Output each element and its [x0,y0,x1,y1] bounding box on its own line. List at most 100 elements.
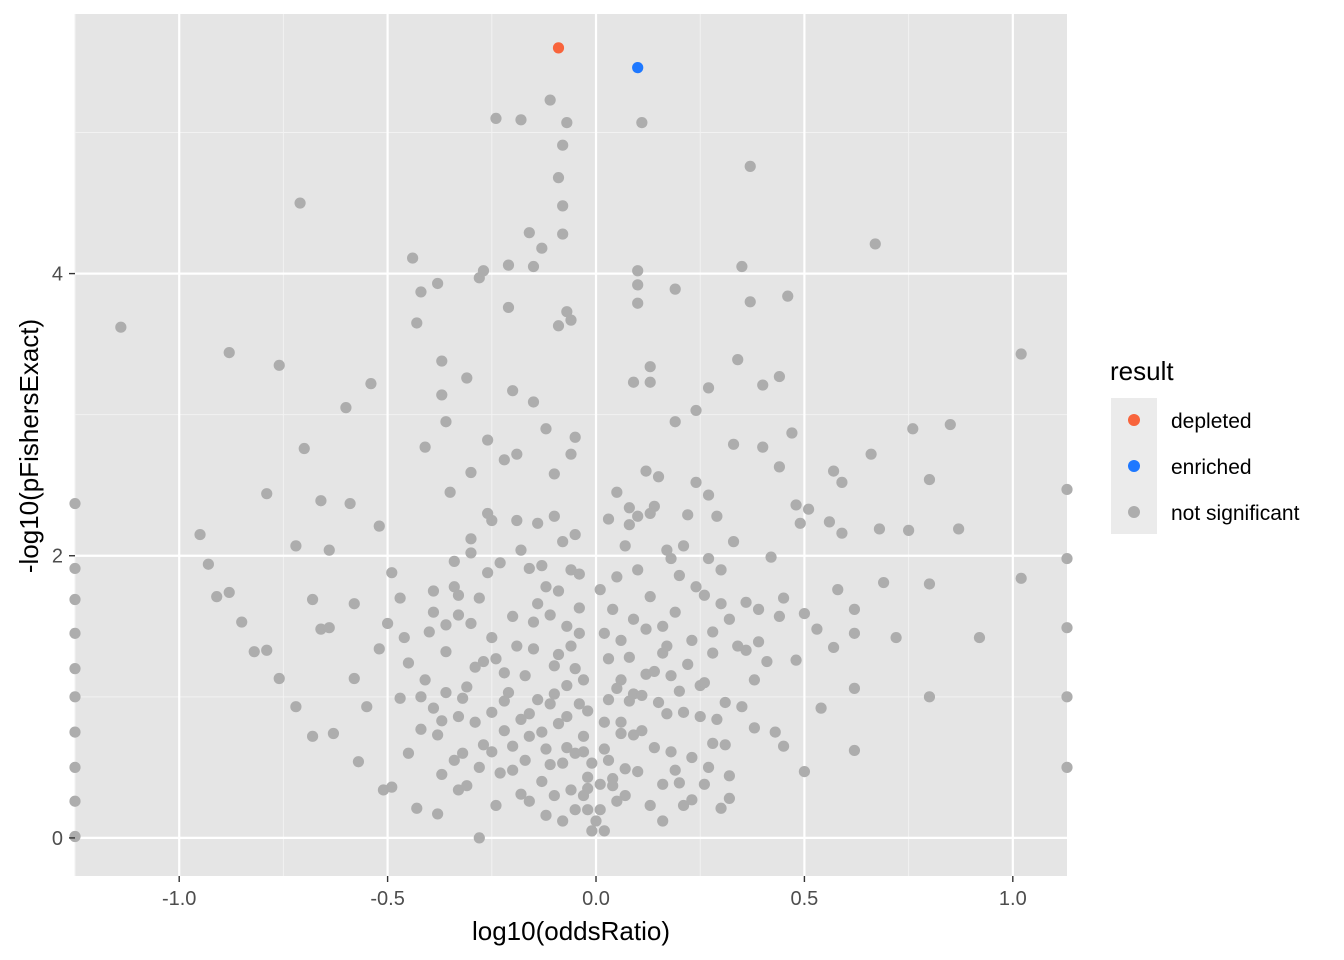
point-not-significant [519,754,531,766]
point-not-significant [223,346,235,359]
point-not-significant [773,370,786,383]
point-not-significant [848,744,861,757]
point-not-significant [673,777,685,789]
point-not-significant [727,536,740,548]
point-not-significant [498,725,510,737]
point-not-significant [382,617,394,630]
point-not-significant [315,495,327,507]
point-not-significant [748,722,760,734]
point-not-significant [457,747,469,759]
point-not-significant [777,592,790,604]
point-not-significant [486,746,498,758]
point-not-significant [786,427,798,439]
point-not-significant [461,681,473,693]
point-not-significant [498,454,510,466]
point-not-significant [436,768,448,781]
point-not-significant [873,523,886,535]
point-not-significant [532,694,544,706]
point-not-significant [440,416,452,428]
point-not-significant [432,808,444,820]
point-not-significant [69,562,81,575]
point-not-significant [802,503,815,515]
point-not-significant [1015,348,1027,360]
point-not-significant [752,636,765,648]
point-not-significant [515,544,527,556]
point-not-significant [973,631,986,644]
point-not-significant [507,610,519,623]
point-not-significant [436,389,448,401]
point-not-significant [557,200,569,212]
point-not-significant [448,754,460,766]
point-not-significant [715,564,727,576]
point-not-significant [552,718,565,730]
point-not-significant [323,622,335,634]
point-not-significant [611,571,623,583]
point-enriched [632,62,644,74]
point-not-significant [669,606,681,618]
point-not-significant [615,674,627,686]
point-not-significant [611,795,623,807]
point-not-significant [361,701,373,713]
point-not-significant [1061,691,1073,703]
point-not-significant [723,770,735,782]
point-not-significant [69,497,81,510]
point-not-significant [540,423,552,435]
point-not-significant [907,423,919,435]
point-not-significant [69,593,81,606]
point-not-significant [903,524,915,536]
point-not-significant [482,507,494,520]
point-not-significant [823,516,836,528]
point-not-significant [757,379,769,391]
point-not-significant [373,643,385,655]
point-not-significant [594,584,606,596]
point-not-significant [69,795,81,807]
point-not-significant [348,598,360,610]
point-not-significant [848,603,861,615]
point-not-significant [373,520,385,532]
point-not-significant [744,160,756,172]
legend-key-depleted [1128,414,1140,426]
y-tick-label: 0 [52,828,63,850]
point-not-significant [644,361,656,373]
point-not-significant [832,584,844,596]
point-not-significant [444,486,456,498]
point-not-significant [261,488,273,500]
point-not-significant [632,297,644,309]
x-axis-title: log10(oddsRatio) [472,916,670,946]
point-not-significant [115,321,127,333]
point-not-significant [490,112,502,124]
point-not-significant [552,172,565,184]
point-not-significant [452,609,465,621]
legend-key-enriched [1128,460,1140,472]
point-not-significant [69,663,81,675]
point-not-significant [565,448,577,460]
point-not-significant [386,781,398,793]
point-not-significant [669,283,681,295]
point-not-significant [486,631,498,644]
legend-title: result [1110,356,1174,386]
point-not-significant [790,654,802,666]
point-not-significant [411,802,423,814]
point-not-significant [598,743,610,755]
point-not-significant [582,804,594,816]
point-not-significant [548,789,560,802]
point-not-significant [461,780,473,792]
point-not-significant [615,634,627,646]
point-not-significant [507,764,519,776]
point-not-significant [415,286,427,298]
point-not-significant [323,544,335,556]
point-not-significant [561,117,573,129]
point-not-significant [502,301,515,314]
point-not-significant [665,746,677,758]
x-tick-label: 0.0 [582,888,610,910]
point-not-significant [248,646,260,658]
y-axis-title: -log10(pFishersExact) [14,319,44,573]
point-not-significant [411,317,423,329]
point-not-significant [523,708,535,720]
point-not-significant [607,773,619,785]
point-not-significant [773,610,786,623]
point-not-significant [607,603,619,615]
point-not-significant [477,655,490,668]
point-not-significant [953,523,965,535]
point-not-significant [702,382,715,394]
